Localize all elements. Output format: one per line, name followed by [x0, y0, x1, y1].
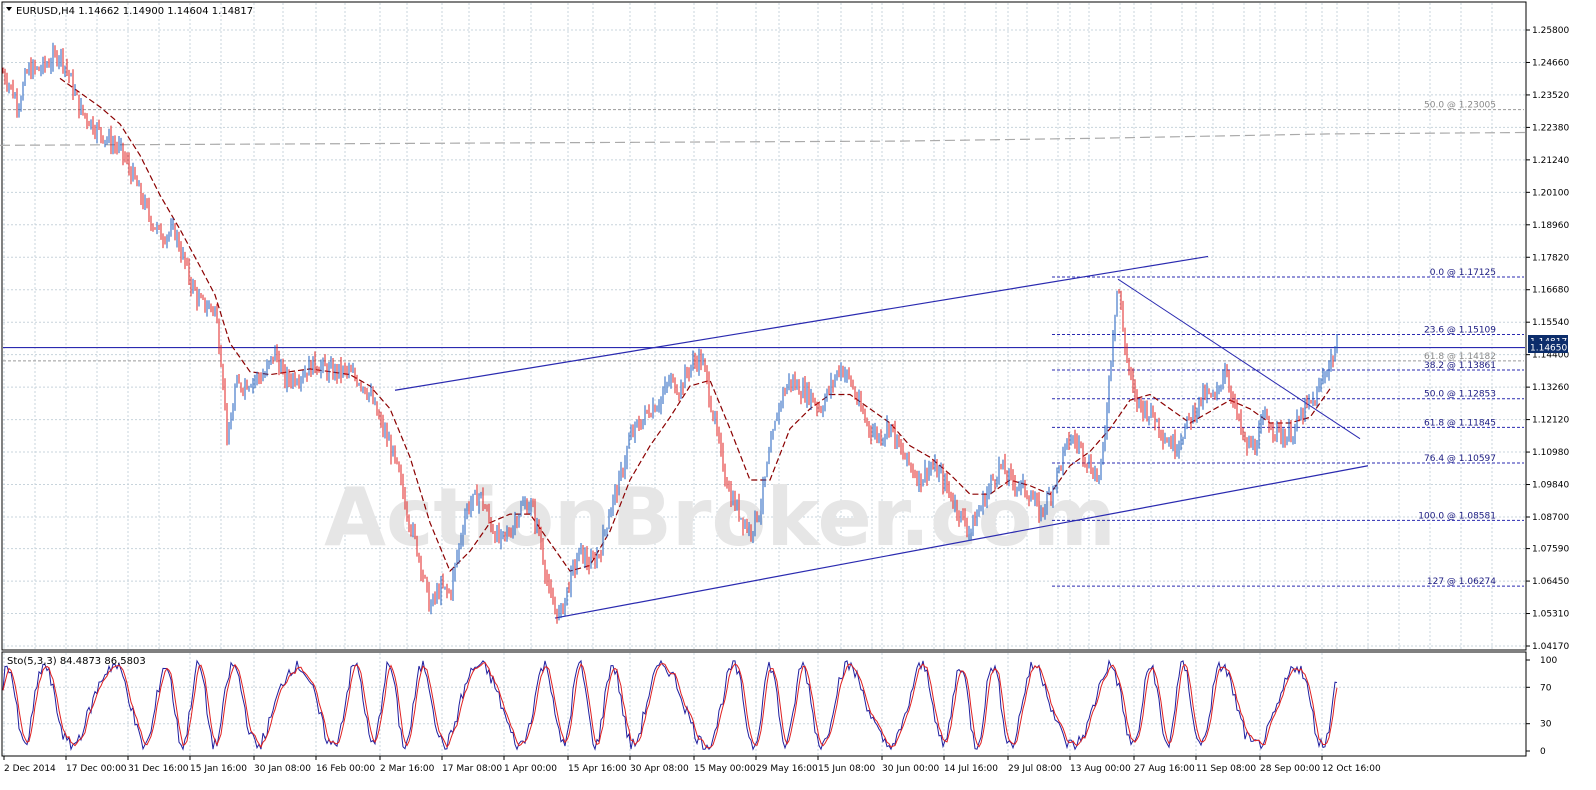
x-tick-label: 2 Dec 2014 [4, 764, 56, 774]
price-tags: 1.14817 1.14650 [1528, 335, 1568, 354]
y-tick-label: 1.05310 [1532, 610, 1569, 620]
fib-label: 76.4 @ 1.10597 [1424, 454, 1496, 464]
y-tick-label: 1.08700 [1532, 513, 1569, 523]
sto-y-label: 30 [1540, 720, 1552, 730]
y-tick-label: 1.25800 [1532, 26, 1569, 36]
y-tick-label: 1.04170 [1532, 642, 1569, 652]
x-tick-label: 11 Sep 08:00 [1196, 764, 1256, 774]
x-tick-label: 15 Jun 08:00 [818, 764, 875, 774]
price-candles [2, 42, 1338, 624]
x-tick-label: 28 Sep 00:00 [1260, 764, 1320, 774]
fib-extra-label: 61.8 @ 1.14182 [1424, 352, 1496, 362]
fib-label: 23.6 @ 1.15109 [1424, 325, 1496, 335]
y-tick-label: 1.24660 [1532, 58, 1569, 68]
fib-label: 127 @ 1.06274 [1427, 577, 1496, 587]
downtrend-line [1117, 278, 1361, 440]
x-tick-label: 27 Aug 16:00 [1134, 764, 1195, 774]
current-price-tag [1528, 341, 1568, 353]
x-tick-label: 31 Dec 16:00 [128, 764, 189, 774]
x-tick-label: 2 Mar 16:00 [380, 764, 435, 774]
sto-signal-line [2, 661, 1338, 749]
x-tick-label: 15 May 00:00 [694, 764, 756, 774]
x-tick-label: 30 Apr 08:00 [630, 764, 689, 774]
sto-y-label: 70 [1540, 683, 1552, 693]
stochastic-axis: 100 70 30 0 [1526, 656, 1557, 757]
price-axis: 1.25800 1.24660 1.23520 1.22380 1.21240 1.201… [1526, 26, 1569, 652]
y-tick-label: 1.12120 [1532, 416, 1569, 426]
x-tick-label: 29 Jul 08:00 [1008, 764, 1062, 774]
x-tick-label: 17 Dec 00:00 [66, 764, 127, 774]
y-tick-label: 1.18960 [1532, 221, 1569, 231]
fib-label: 61.8 @ 1.11845 [1424, 418, 1496, 428]
x-tick-label: 15 Apr 16:00 [568, 764, 627, 774]
x-tick-label: 15 Jan 16:00 [190, 764, 247, 774]
x-tick-label: 12 Oct 16:00 [1322, 764, 1381, 774]
fib-label: 38.2 @ 1.13861 [1424, 361, 1496, 371]
y-tick-label: 1.21240 [1532, 156, 1569, 166]
fib-label: 50.0 @ 1.12853 [1424, 390, 1496, 400]
stochastic-lines [2, 659, 1338, 751]
y-tick-label: 1.06450 [1532, 577, 1569, 587]
y-tick-label: 1.07590 [1532, 545, 1569, 555]
x-tick-label: 30 Jan 08:00 [254, 764, 311, 774]
sto-main-line [2, 659, 1338, 751]
sto-y-label: 100 [1540, 656, 1557, 666]
stochastic-header: Sto(5,3,3) 84.4873 86.5803 [7, 656, 146, 667]
collapse-triangle-icon[interactable] [6, 7, 12, 11]
x-tick-label: 16 Feb 00:00 [316, 764, 375, 774]
sto-y-label: 0 [1540, 747, 1546, 757]
channel-lower-line [554, 465, 1369, 619]
y-tick-label: 1.14400 [1532, 351, 1569, 361]
watermark: ActionBroker.com [324, 471, 1116, 564]
channel-upper-line [394, 255, 1209, 391]
y-tick-label: 1.17820 [1532, 253, 1569, 263]
chart-header: EURUSD,H4 1.14662 1.14900 1.14604 1.1481… [16, 6, 253, 17]
y-tick-label: 1.09840 [1532, 481, 1569, 491]
y-tick-label: 1.22380 [1532, 123, 1569, 133]
x-tick-label: 30 Jun 00:00 [882, 764, 939, 774]
x-tick-label: 13 Aug 00:00 [1070, 764, 1131, 774]
time-axis: 2 Dec 2014 17 Dec 00:00 31 Dec 16:00 15 Jan… [3, 756, 1381, 774]
y-tick-label: 1.15540 [1532, 318, 1569, 328]
grid [3, 3, 1525, 649]
y-tick-label: 1.20100 [1532, 188, 1569, 198]
y-tick-label: 1.13260 [1532, 383, 1569, 393]
fib-label: 0.0 @ 1.17125 [1430, 268, 1496, 278]
long-moving-average-line [0, 131, 1526, 146]
fib-upper-label: 50.0 @ 1.23005 [1424, 101, 1496, 111]
x-tick-label: 1 Apr 00:00 [504, 764, 557, 774]
y-tick-label: 1.16680 [1532, 286, 1569, 296]
x-tick-label: 17 Mar 08:00 [442, 764, 502, 774]
fibonacci-levels: 50.0 @ 1.23005 0.0 @ 1.17125 23.6 @ 1.1510… [3, 101, 1524, 587]
y-tick-label: 1.23520 [1532, 91, 1569, 101]
x-tick-label: 14 Jul 16:00 [944, 764, 998, 774]
y-tick-label: 1.10980 [1532, 448, 1569, 458]
trend-lines [3, 255, 1525, 619]
current-price-tag-text: 1.14650 [1530, 344, 1567, 354]
fib-label: 100.0 @ 1.08581 [1418, 511, 1496, 521]
x-tick-label: 29 May 16:00 [756, 764, 818, 774]
